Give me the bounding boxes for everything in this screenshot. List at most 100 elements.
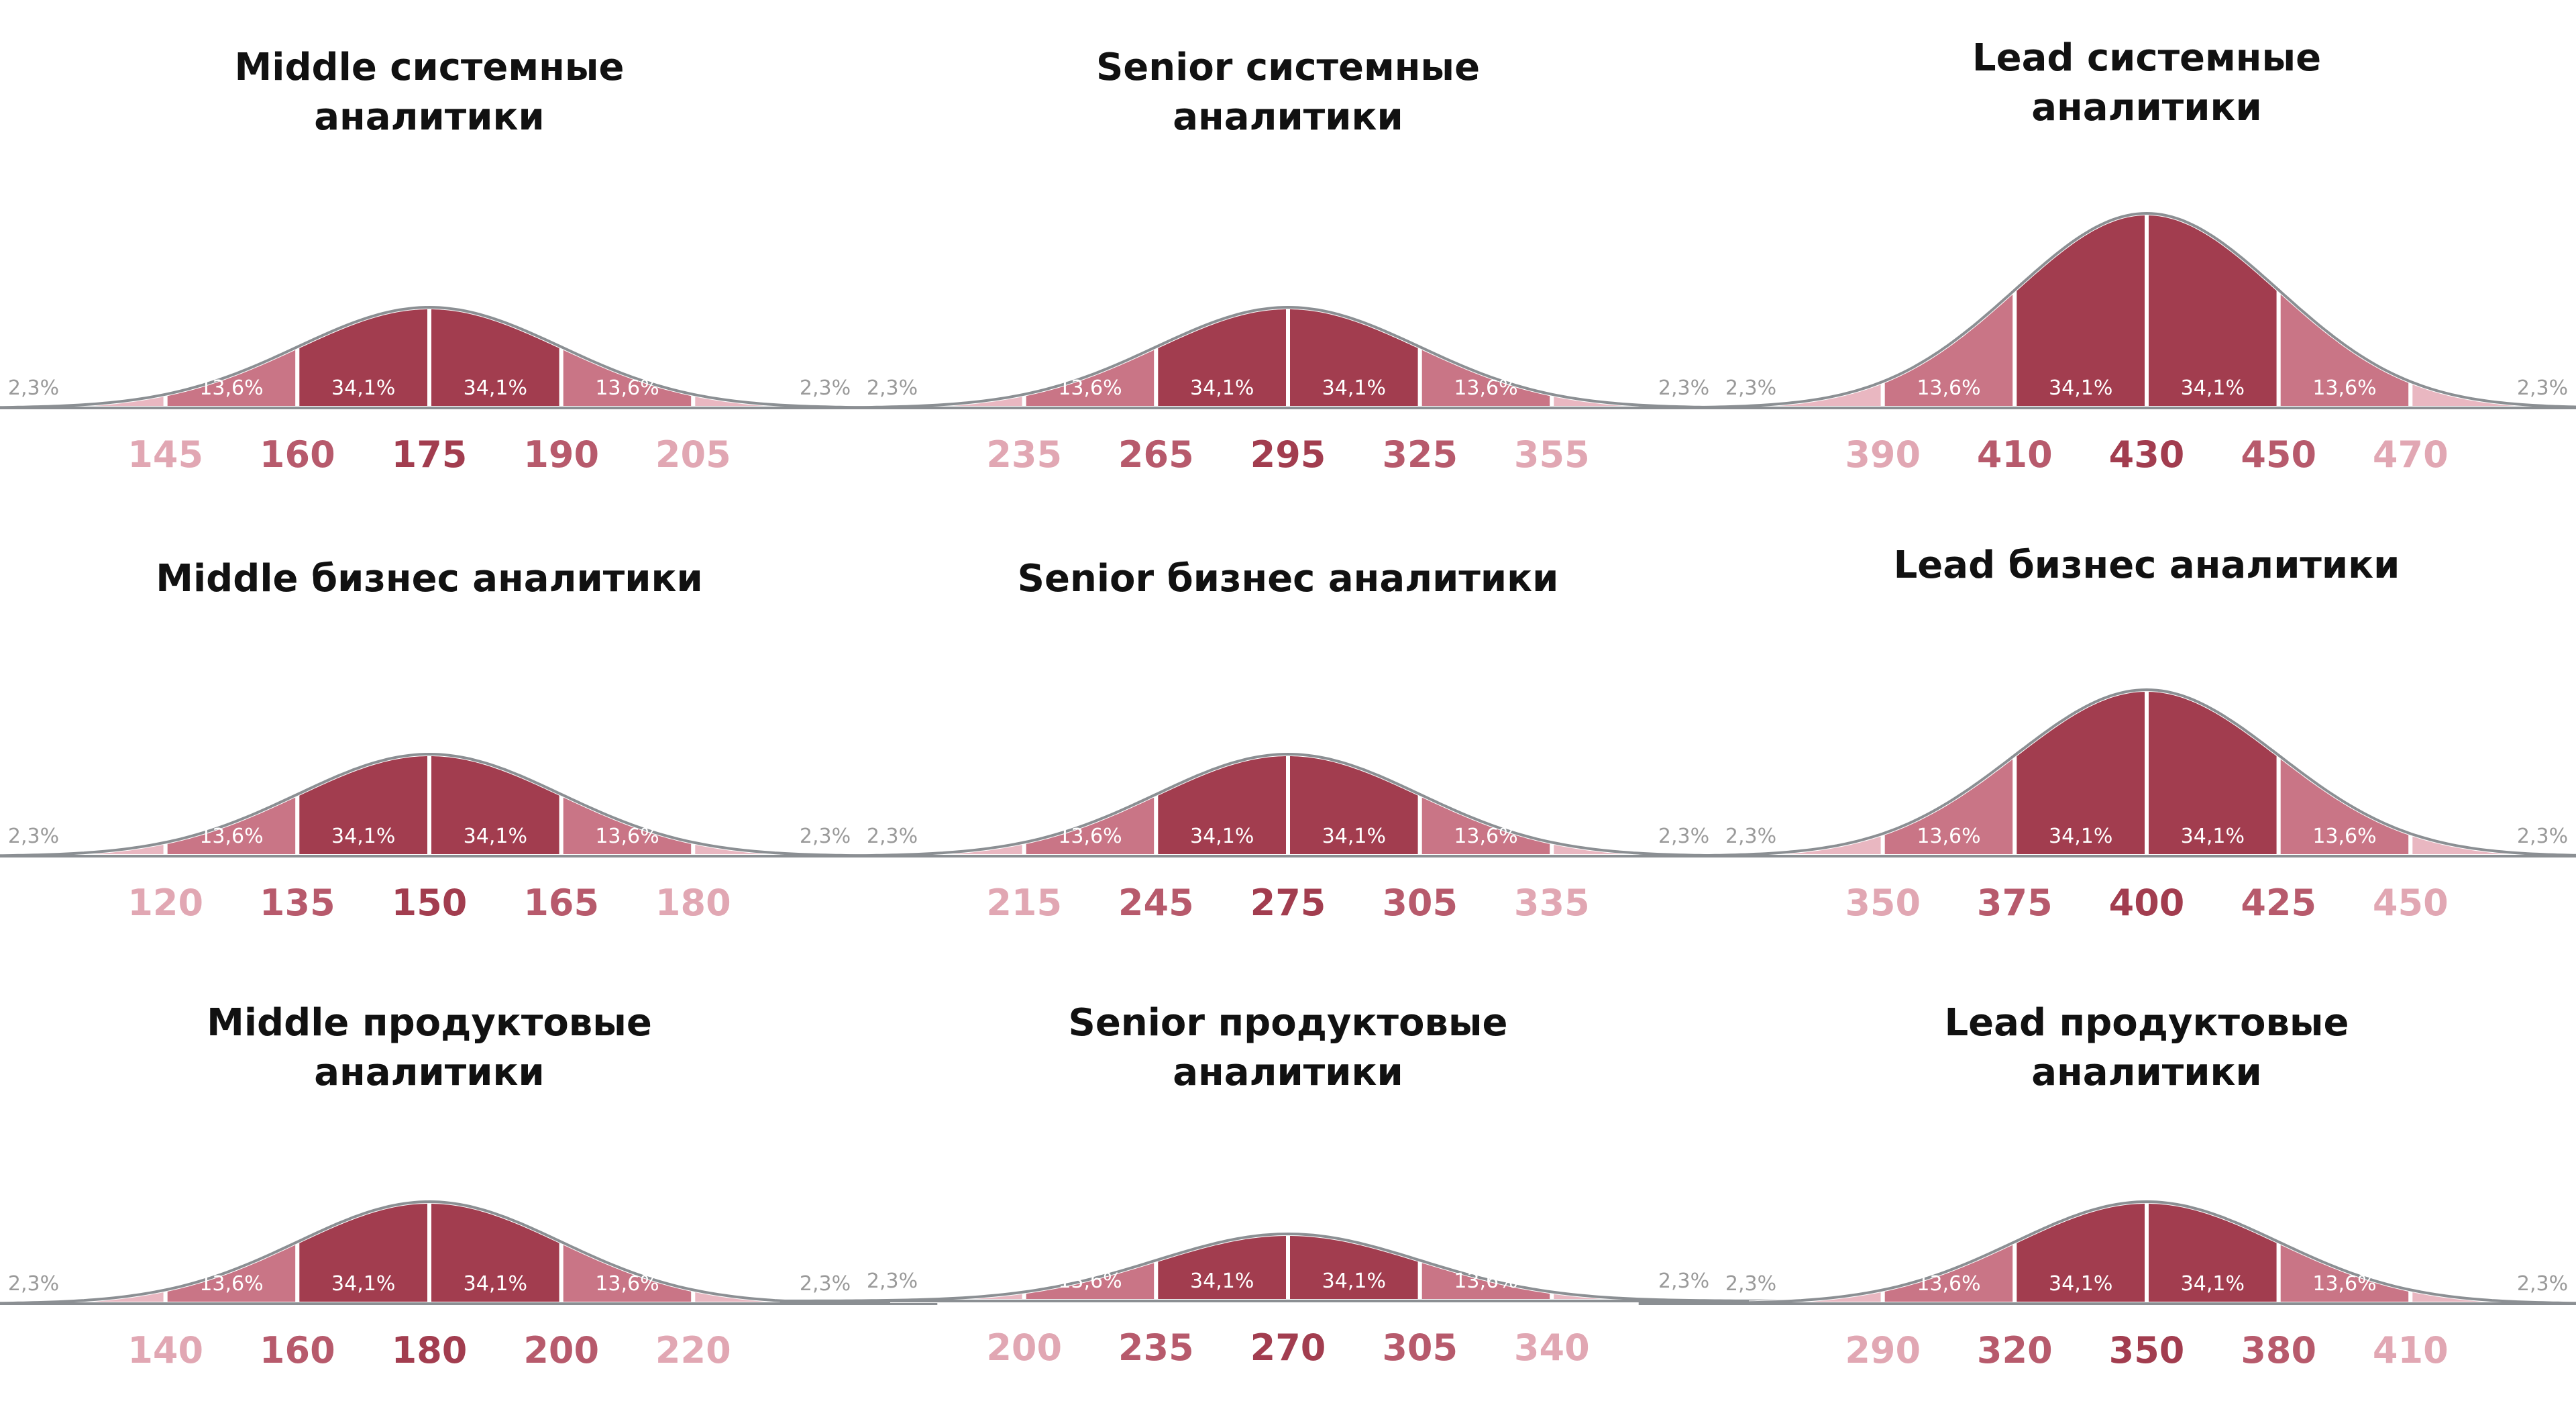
segment-percent-label: 13,6%	[1917, 1272, 1980, 1296]
bell-curve-svg: 2,3% 13,6% 34,1% 34,1% 13,6% 2,3% 145 160 175 190…	[0, 305, 938, 476]
segment-percent-label: 13,6%	[199, 1272, 263, 1296]
segment-percent-label: 13,6%	[595, 376, 659, 400]
bell-curve-svg: 2,3% 13,6% 34,1% 34,1% 13,6% 2,3% 350 375 400 425…	[1638, 687, 2576, 924]
axis-tick-label: 425	[2241, 882, 2316, 924]
axis-tick-label: 335	[1514, 882, 1590, 924]
segment-percent-label: 34,1%	[2181, 376, 2245, 400]
axis-tick-label: 410	[1977, 433, 2053, 476]
curve-outline	[0, 752, 938, 857]
bell-curve-svg: 2,3% 13,6% 34,1% 34,1% 13,6% 2,3% 200 235 270 305…	[780, 1232, 1796, 1369]
axis-tick-label: 150	[392, 882, 468, 924]
bell-curve-svg: 2,3% 13,6% 34,1% 34,1% 13,6% 2,3% 390 410 430 450…	[1638, 211, 2576, 476]
segment-percent-label: 34,1%	[1190, 1269, 1254, 1293]
axis-tick-label: 340	[1514, 1326, 1590, 1369]
curve-outline	[780, 752, 1796, 857]
bell-curve-svg: 2,3% 13,6% 34,1% 34,1% 13,6% 2,3% 140 160 180 200…	[0, 1200, 938, 1371]
axis-tick-label: 235	[986, 433, 1062, 476]
axis-tick-label: 160	[260, 433, 335, 476]
curve-outline	[780, 1232, 1796, 1302]
segment-percent-label: 2,3%	[800, 376, 851, 400]
chart-title-line: аналитики	[2031, 1051, 2262, 1094]
chart-title: Middle системные аналитики	[0, 43, 859, 142]
curve-outline	[0, 305, 938, 409]
axis-tick-label: 270	[1250, 1326, 1326, 1369]
segment-percent-label: 34,1%	[2049, 1272, 2112, 1296]
axis-tick-label: 200	[986, 1326, 1062, 1369]
axis-tick-label: 390	[1845, 433, 1921, 476]
curve-outline	[1638, 688, 2576, 857]
segment-percent-label: 34,1%	[464, 376, 527, 400]
axis-tick-label: 180	[392, 1329, 468, 1371]
segment-percent-label: 2,3%	[1725, 825, 1776, 848]
segment-percent-label: 13,6%	[1454, 825, 1517, 848]
axis-tick-label: 380	[2241, 1329, 2316, 1371]
axis-tick-label: 235	[1118, 1326, 1194, 1369]
chart-title-line: Middle продуктовые	[207, 1001, 652, 1045]
chart-title-line: аналитики	[1173, 1051, 1403, 1094]
segment-percent-label: 13,6%	[595, 825, 659, 848]
axis-tick-label: 275	[1250, 882, 1326, 924]
axis-tick-label: 160	[260, 1329, 335, 1371]
segment-percent-label: 2,3%	[867, 825, 918, 848]
segment-percent-label: 34,1%	[1322, 376, 1386, 400]
segment-percent-label: 13,6%	[1454, 1269, 1517, 1293]
segment-percent-label: 13,6%	[1058, 1269, 1122, 1293]
chart-title: Lead продуктовые аналитики	[1717, 998, 2576, 1098]
distribution-panel: Senior системные аналитики 2,3% 13,6% 34,1% 3…	[780, 0, 1796, 476]
segment-percent-label: 2,3%	[1725, 376, 1776, 400]
chart-title-line: аналитики	[314, 1051, 545, 1094]
segment-percent-label: 13,6%	[2312, 1272, 2376, 1296]
segment-percent-label: 13,6%	[1058, 825, 1122, 848]
axis-tick-label: 400	[2109, 882, 2185, 924]
axis-tick-label: 295	[1250, 433, 1326, 476]
chart-title-line: Senior бизнес аналитики	[1017, 557, 1559, 601]
segment-percent-label: 2,3%	[800, 825, 851, 848]
chart-title-line: Lead бизнес аналитики	[1893, 543, 2400, 587]
axis-tick-label: 245	[1118, 882, 1194, 924]
axis-tick-label: 200	[523, 1329, 599, 1371]
axis-tick-label: 305	[1382, 882, 1458, 924]
chart-title: Senior продуктовые аналитики	[859, 998, 1717, 1098]
segment-percent-label: 2,3%	[867, 1269, 918, 1293]
axis-tick-label: 190	[523, 433, 599, 476]
axis-tick-label: 145	[127, 433, 203, 476]
segment-percent-label: 34,1%	[1322, 825, 1386, 848]
chart-title-line: Middle системные	[234, 46, 625, 89]
distribution-panel: Middle бизнес аналитики 2,3% 13,6% 34,1% 34,…	[0, 468, 938, 937]
axis-tick-label: 140	[127, 1329, 203, 1371]
segment-percent-label: 13,6%	[1917, 376, 1980, 400]
segment-percent-label: 13,6%	[199, 376, 263, 400]
chart-title: Lead системные аналитики	[1717, 34, 2576, 133]
segment-percent-label: 13,6%	[1454, 376, 1517, 400]
segment-percent-label: 2,3%	[8, 1272, 59, 1296]
axis-tick-label: 205	[655, 433, 731, 476]
chart-title-line: Lead системные	[1972, 36, 2322, 80]
chart-title: Lead бизнес аналитики	[1717, 541, 2576, 590]
segment-percent-label: 34,1%	[464, 1272, 527, 1296]
distribution-panel: Lead продуктовые аналитики 2,3% 13,6% 34,1% 3…	[1638, 937, 2576, 1405]
axis-tick-label: 220	[655, 1329, 731, 1371]
axis-tick-label: 180	[655, 882, 731, 924]
bell-curve-svg: 2,3% 13,6% 34,1% 34,1% 13,6% 2,3% 120 135 150 165…	[0, 752, 938, 924]
segment-percent-label: 34,1%	[331, 1272, 395, 1296]
segment-percent-label: 13,6%	[595, 1272, 659, 1296]
axis-tick-label: 265	[1118, 433, 1194, 476]
axis-tick-label: 165	[523, 882, 599, 924]
distribution-panel: Senior бизнес аналитики 2,3% 13,6% 34,1% 34,…	[780, 468, 1796, 937]
segment-percent-label: 13,6%	[2312, 376, 2376, 400]
segment-percent-label: 34,1%	[2049, 825, 2112, 848]
distribution-panel: Middle продуктовые аналитики 2,3% 13,6% 34,1…	[0, 937, 938, 1405]
axis-tick-label: 320	[1977, 1329, 2053, 1371]
segment-percent-label: 2,3%	[2517, 376, 2568, 400]
axis-tick-label: 410	[2373, 1329, 2449, 1371]
axis-tick-label: 175	[392, 433, 468, 476]
axis-tick-label: 450	[2373, 882, 2449, 924]
axis-tick-label: 135	[260, 882, 335, 924]
chart-title-line: Lead продуктовые	[1944, 1001, 2349, 1045]
chart-title: Senior системные аналитики	[859, 43, 1717, 142]
axis-tick-label: 215	[986, 882, 1062, 924]
segment-percent-label: 2,3%	[8, 825, 59, 848]
segment-percent-label: 34,1%	[2049, 376, 2112, 400]
segment-percent-label: 34,1%	[1190, 825, 1254, 848]
axis-tick-label: 325	[1382, 433, 1458, 476]
